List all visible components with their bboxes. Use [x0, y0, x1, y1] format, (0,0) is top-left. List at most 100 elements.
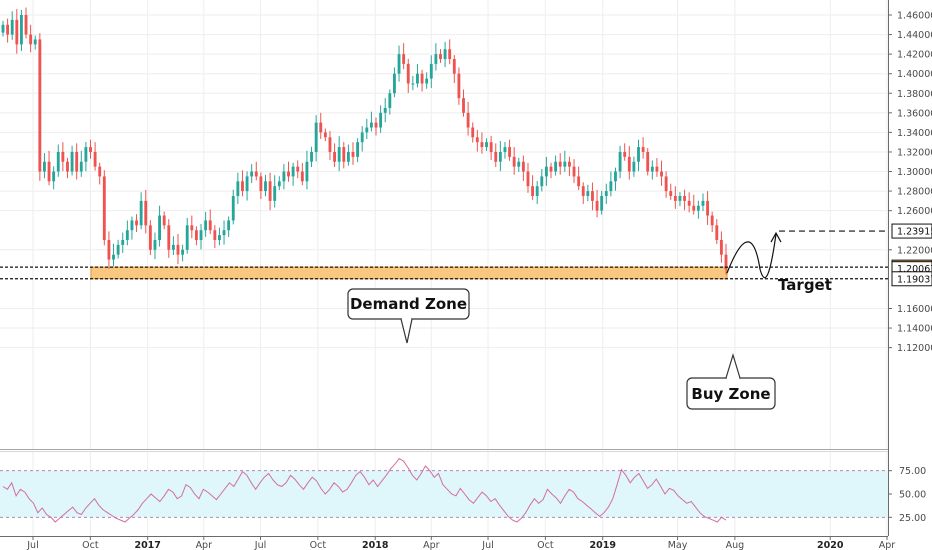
candle-body — [79, 161, 83, 172]
candle-body — [287, 171, 290, 177]
candle-body — [218, 235, 221, 241]
candle-body — [323, 132, 327, 138]
candle — [397, 45, 401, 82]
price-axis[interactable]: 1.46000 1.44000 1.42000 1.40000 1.38000 1.360… — [888, 11, 932, 355]
rsi-axis[interactable]: 75.00 50.00 25.00 — [888, 466, 926, 524]
candle-body — [540, 176, 544, 187]
projection-arrow-path — [726, 233, 777, 279]
candle-body — [558, 161, 562, 167]
candle — [107, 231, 111, 269]
candle — [52, 166, 56, 190]
candle — [333, 143, 336, 168]
candle-body — [264, 181, 267, 192]
candle — [310, 146, 313, 168]
candle-body — [43, 161, 46, 172]
candle — [323, 128, 327, 142]
candle-body — [485, 142, 488, 148]
candle — [125, 220, 129, 246]
rsi-tick-label: 50.00 — [899, 490, 926, 501]
rsi-line — [2, 457, 727, 523]
demand-zone-rect[interactable] — [90, 266, 728, 280]
buy-zone-label: Buy Zone — [691, 385, 770, 403]
candle — [204, 211, 208, 237]
candle — [89, 139, 92, 159]
candle — [411, 76, 415, 91]
candle — [158, 205, 162, 247]
demand-zone-callout[interactable]: Demand Zone — [347, 288, 470, 344]
candle-body — [112, 254, 115, 260]
candle — [162, 211, 166, 230]
candle — [70, 145, 74, 176]
candle — [471, 122, 475, 143]
candle-body — [549, 166, 553, 172]
candle-body — [121, 240, 125, 245]
candle — [236, 172, 240, 205]
candle-body — [268, 181, 272, 201]
candle-body — [245, 176, 249, 192]
candle-body — [66, 161, 69, 172]
candle-body — [701, 200, 705, 206]
candle-body — [102, 176, 106, 241]
candle — [475, 129, 479, 152]
candle-body — [204, 220, 208, 231]
candle-body — [222, 230, 226, 236]
candle-body — [310, 151, 313, 162]
price-tick-label: 1.42000 — [897, 50, 932, 61]
candle — [618, 145, 622, 179]
candle — [457, 67, 461, 105]
candle-body — [591, 191, 594, 201]
candle-body — [148, 225, 152, 250]
price-tick-label: 1.32000 — [897, 147, 932, 158]
candle — [43, 153, 46, 179]
candle-body — [600, 195, 604, 211]
candle — [664, 171, 668, 198]
candle-body — [494, 151, 498, 162]
time-axis[interactable]: Jul Oct 2017 Apr Jul Oct 2018 Apr Jul Oct 2019 May A… — [26, 536, 895, 550]
candle — [176, 233, 180, 265]
candle — [374, 117, 378, 136]
candle — [710, 211, 714, 232]
candle — [393, 67, 396, 98]
candle-body — [259, 176, 263, 192]
candle-body — [93, 151, 97, 167]
candle-body — [254, 171, 258, 177]
candle — [185, 217, 189, 254]
candle-body — [471, 127, 475, 138]
buy-zone-callout[interactable]: Buy Zone — [686, 352, 776, 410]
candle-body — [480, 142, 484, 148]
candle-body — [457, 73, 461, 99]
candle — [706, 191, 710, 225]
candle — [614, 167, 617, 191]
candle-body — [89, 147, 92, 152]
time-tick-label: May — [668, 540, 688, 550]
candle-body — [669, 191, 673, 196]
candle-body — [139, 200, 143, 226]
price-tick-label: 1.30000 — [897, 167, 932, 178]
candle — [623, 143, 627, 161]
candle — [637, 139, 640, 172]
candle — [369, 111, 373, 132]
price-tag-box — [891, 223, 932, 239]
price-tick-label: 1.26000 — [897, 206, 932, 217]
candle — [360, 126, 364, 152]
candle-body — [75, 151, 79, 172]
candle-body — [6, 24, 10, 35]
candle-body — [351, 151, 355, 157]
time-tick-label: Jul — [254, 540, 266, 550]
candle — [466, 101, 470, 136]
candle — [719, 231, 723, 263]
candle-body — [190, 225, 194, 231]
candle-body — [627, 156, 631, 172]
candle-body — [158, 215, 162, 241]
candle-body — [443, 49, 447, 60]
candle-body — [305, 161, 309, 182]
candle-body — [227, 220, 231, 231]
time-tick-label: Oct — [537, 540, 554, 550]
candle-body — [379, 112, 383, 128]
candle-body — [291, 166, 295, 177]
time-tick-label: 2017 — [134, 540, 160, 550]
candle — [485, 138, 488, 151]
candle — [429, 55, 433, 88]
candle-body — [70, 151, 74, 172]
